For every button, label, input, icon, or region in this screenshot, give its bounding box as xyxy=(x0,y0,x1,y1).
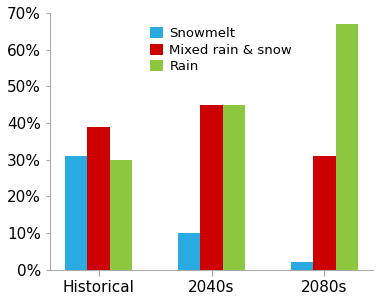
Bar xyxy=(291,262,313,270)
Bar xyxy=(87,127,110,270)
Bar xyxy=(65,156,87,270)
Legend: Snowmelt, Mixed rain & snow, Rain: Snowmelt, Mixed rain & snow, Rain xyxy=(147,25,295,76)
Bar xyxy=(200,104,223,270)
Bar xyxy=(177,233,200,270)
Bar xyxy=(336,24,358,270)
Bar xyxy=(223,104,245,270)
Bar xyxy=(313,156,336,270)
Bar xyxy=(110,160,133,270)
